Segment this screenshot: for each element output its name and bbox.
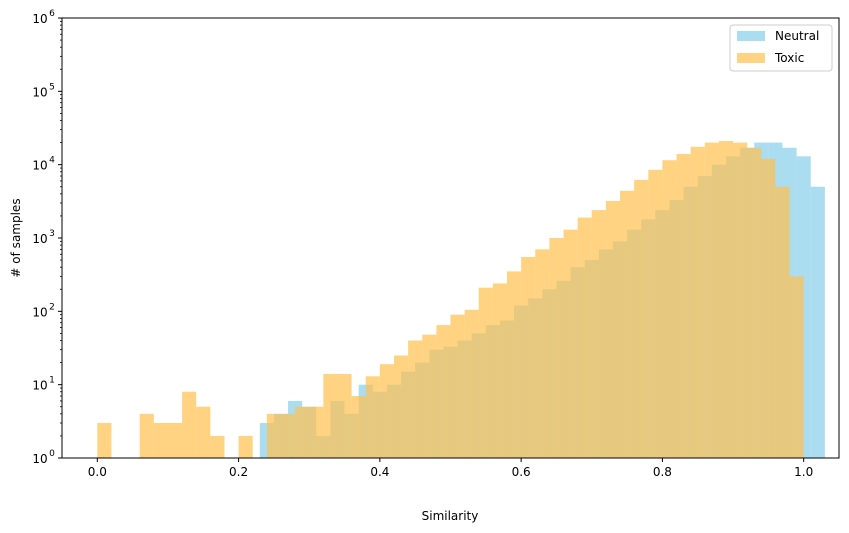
bar-toxic-1 [139,413,154,458]
y-tick-label-4: 10 [32,159,47,173]
x-tick-label-5: 1.0 [794,465,813,479]
x-tick-label-4: 0.8 [653,465,672,479]
y-tick-label-6: 10 [32,12,47,26]
bar-neutral-39 [810,186,825,459]
bar-toxic-2 [153,423,168,458]
bar-toxic-18 [408,340,423,458]
bar-toxic-8 [266,413,281,458]
bar-toxic-44 [775,186,790,459]
bar-toxic-42 [747,147,762,458]
bars-layer [97,141,825,459]
bar-toxic-34 [634,179,649,458]
y-tick-label-0: 10 [32,452,47,466]
y-tick-label-3: 10 [32,232,47,246]
bar-toxic-9 [280,413,296,458]
bar-toxic-27 [535,249,550,458]
bar-toxic-35 [648,169,663,458]
y-tick-exponent-1: 1 [49,376,55,386]
series-toxic [97,141,804,459]
bar-toxic-41 [733,142,748,458]
bar-toxic-45 [789,276,804,458]
bar-toxic-40 [718,141,734,459]
y-tick-label-1: 10 [32,379,47,393]
x-tick-label-0: 0.0 [88,465,107,479]
bar-toxic-23 [478,287,493,458]
bar-toxic-36 [662,160,677,458]
bar-toxic-13 [337,373,352,458]
bar-toxic-14 [351,396,366,458]
y-tick-exponent-6: 6 [49,9,55,19]
bar-toxic-5 [196,406,211,458]
bar-toxic-21 [450,314,465,458]
bar-toxic-6 [210,435,225,458]
bar-toxic-0 [97,423,112,458]
bar-toxic-11 [309,406,324,458]
bar-toxic-4 [182,391,197,458]
y-tick-exponent-3: 3 [49,229,55,239]
bar-toxic-32 [605,200,621,458]
legend-swatch-toxic [737,53,765,63]
bar-toxic-17 [393,355,409,458]
legend-label-toxic: Toxic [774,51,804,65]
bar-toxic-3 [167,423,183,458]
x-tick-label-1: 0.2 [229,465,248,479]
bar-toxic-19 [422,334,437,458]
bar-toxic-39 [704,142,719,458]
x-tick-label-2: 0.4 [370,465,389,479]
bar-toxic-31 [591,210,606,458]
bar-toxic-43 [761,158,776,459]
x-tick-label-3: 0.6 [512,465,531,479]
bar-toxic-33 [620,190,635,458]
y-tick-label-2: 10 [32,305,47,319]
y-axis-label: # of samples [9,198,23,277]
bar-toxic-16 [379,364,394,458]
bar-toxic-28 [549,238,564,458]
bar-toxic-7 [238,435,253,458]
bar-toxic-30 [577,217,592,458]
bar-toxic-29 [563,229,578,458]
bar-toxic-38 [690,146,705,458]
bar-toxic-12 [323,373,338,458]
y-tick-exponent-0: 0 [49,449,55,459]
bar-toxic-10 [295,406,310,458]
bar-toxic-26 [521,257,536,458]
bar-toxic-20 [436,325,451,458]
bar-toxic-22 [464,309,479,458]
y-tick-exponent-5: 5 [49,82,55,92]
legend-swatch-neutral [737,31,765,41]
y-tick-exponent-2: 2 [49,302,55,312]
bar-toxic-15 [365,376,380,458]
bar-toxic-37 [676,153,691,458]
bar-toxic-24 [492,283,508,458]
x-axis-label: Similarity [422,509,479,523]
bar-toxic-25 [507,271,522,458]
legend-label-neutral: Neutral [775,29,819,43]
legend: Neutral Toxic [729,24,833,72]
y-tick-label-5: 10 [32,85,47,99]
x-axis: 0.0 0.2 0.4 0.6 0.8 1.0 [88,458,813,479]
y-tick-exponent-4: 4 [49,156,55,166]
